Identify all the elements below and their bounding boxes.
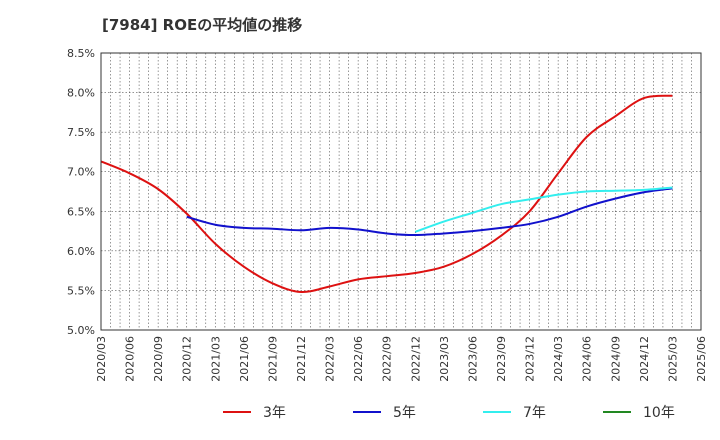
- y-tick-label: 8.5%: [67, 47, 95, 60]
- y-axis-ticks: 5.0% 5.5% 6.0% 6.5% 7.0% 7.5% 8.0% 8.5%: [67, 47, 95, 337]
- y-tick-label: 7.0%: [67, 166, 95, 179]
- series-line-2: [414, 186, 673, 233]
- x-tick-label: 2020/06: [124, 336, 137, 382]
- x-tick-label: 2021/06: [238, 336, 251, 382]
- y-tick-label: 5.5%: [67, 284, 95, 297]
- series-lines: [100, 94, 673, 294]
- x-tick-label: 2023/09: [495, 336, 508, 382]
- y-tick-label: 6.5%: [67, 205, 95, 218]
- x-tick-label: 2020/09: [152, 336, 165, 382]
- x-tick-label: 2022/09: [381, 336, 394, 382]
- y-tick-label: 8.0%: [67, 87, 95, 100]
- chart-title: [7984] ROEの平均値の推移: [102, 16, 303, 34]
- grid-lines: [101, 53, 701, 330]
- legend-label-2: 7年: [523, 405, 546, 421]
- y-tick-label: 5.0%: [67, 324, 95, 337]
- x-tick-label: 2025/06: [695, 336, 708, 382]
- legend-label-0: 3年: [263, 405, 286, 421]
- x-tick-label: 2022/12: [409, 336, 422, 382]
- x-tick-label: 2021/03: [209, 336, 222, 382]
- x-tick-label: 2024/06: [581, 336, 594, 382]
- x-tick-label: 2024/12: [638, 336, 651, 382]
- legend: 3年 5年 7年 10年: [223, 405, 675, 421]
- x-tick-label: 2021/12: [295, 336, 308, 382]
- x-tick-label: 2023/03: [438, 336, 451, 382]
- x-tick-label: 2023/12: [524, 336, 537, 382]
- series-line-1: [186, 187, 673, 237]
- x-tick-label: 2020/12: [181, 336, 194, 382]
- x-tick-label: 2024/09: [609, 336, 622, 382]
- x-tick-label: 2022/03: [324, 336, 337, 382]
- legend-label-3: 10年: [643, 405, 675, 421]
- x-tick-label: 2021/09: [266, 336, 279, 382]
- x-tick-label: 2023/06: [466, 336, 479, 382]
- y-tick-label: 7.5%: [67, 126, 95, 139]
- plot-area-frame: [100, 52, 702, 331]
- x-axis-ticks: 2020/03 2020/06 2020/09 2020/12 2021/03 2021/…: [95, 336, 708, 382]
- series-line-0: [100, 94, 673, 294]
- x-tick-label: 2025/03: [666, 336, 679, 382]
- x-tick-label: 2024/03: [552, 336, 565, 382]
- y-tick-label: 6.0%: [67, 245, 95, 258]
- x-tick-label: 2020/03: [95, 336, 108, 382]
- legend-label-1: 5年: [393, 405, 416, 421]
- x-tick-label: 2022/06: [352, 336, 365, 382]
